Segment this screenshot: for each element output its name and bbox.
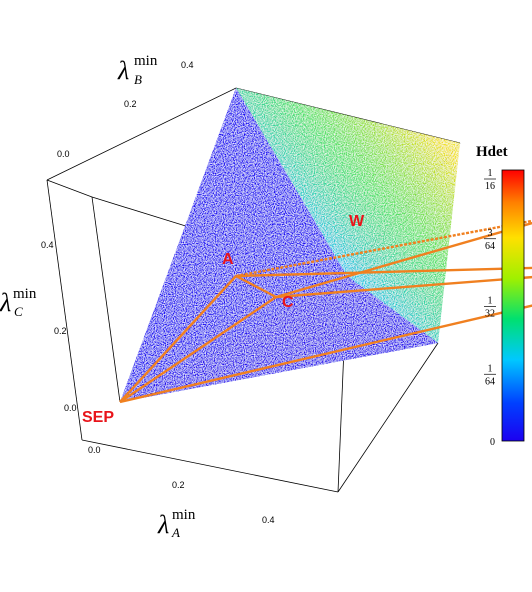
axis-label-c-sub: C xyxy=(14,304,23,319)
box-edge xyxy=(91,196,121,403)
tetrahedron-edges xyxy=(119,219,532,404)
box-edge xyxy=(46,179,83,441)
axis-label-a-sub: A xyxy=(171,525,180,540)
box-edge xyxy=(337,342,439,493)
axis-label-b-sub: B xyxy=(134,72,142,87)
axis-label-b: λ min B xyxy=(117,53,158,87)
annotation-w: W xyxy=(349,213,365,230)
tick-label-y-1: 0.2 xyxy=(124,99,137,109)
edge-a-c xyxy=(235,274,277,299)
axis-label-b-lambda: λ xyxy=(117,56,129,85)
axis-label-a-lambda: λ xyxy=(157,510,169,539)
box-edge xyxy=(46,179,93,198)
tick-label-x-1: 0.2 xyxy=(172,480,185,490)
cloud-face-w xyxy=(236,88,460,343)
edge-sep-a xyxy=(119,275,237,403)
colorbar-tick-0: 0 xyxy=(490,437,495,448)
colorbar-tick-den-1: 64 xyxy=(485,376,495,387)
edge-sep-b xyxy=(119,304,532,404)
tick-label-z-0: 0.0 xyxy=(64,403,77,413)
axis-label-a: λ min A xyxy=(157,507,196,540)
colorbar-title: Hdet xyxy=(476,144,508,160)
axis-label-c-sup: min xyxy=(13,286,37,302)
vertex-label-a: A xyxy=(222,251,234,268)
tick-label-z-2: 0.4 xyxy=(41,240,54,250)
axis-label-c-lambda: λ xyxy=(0,288,11,317)
box-edge xyxy=(81,439,339,493)
tick-label-y-2: 0.4 xyxy=(181,60,194,70)
colorbar-tick-den-4: 16 xyxy=(485,181,495,192)
axis-label-c: λ min C xyxy=(0,286,37,319)
axis-label-b-sup: min xyxy=(134,53,158,69)
colorbar-tick-num-1: 1 xyxy=(488,363,493,374)
vertex-label-c: C xyxy=(282,294,294,311)
colorbar-tick-num-3: 3 xyxy=(488,228,493,239)
axis-ticks: 0.0 0.2 0.4 0.0 0.2 0.4 0.0 0.2 0.4 xyxy=(41,60,275,525)
cloud-face-lower xyxy=(120,276,438,402)
colorbar-gradient xyxy=(501,169,525,442)
edge-sep-c xyxy=(119,296,277,403)
colorbar: Hdet 0 1 64 1 32 3 64 1 16 xyxy=(476,144,525,448)
tick-label-y-0: 0.0 xyxy=(57,149,70,159)
point-cloud xyxy=(120,88,460,402)
edge-a-b xyxy=(235,266,532,278)
vertex-label-sep: SEP xyxy=(82,409,114,426)
tick-label-x-2: 0.4 xyxy=(262,515,275,525)
colorbar-ticks: 0 1 64 1 32 3 64 1 16 xyxy=(484,168,496,448)
colorbar-tick-num-2: 1 xyxy=(488,296,493,307)
tick-label-z-1: 0.2 xyxy=(54,326,67,336)
vertex-labels: SEPABCGHZ xyxy=(82,251,294,426)
edge-b-c xyxy=(275,275,532,299)
tick-label-x-0: 0.0 xyxy=(88,445,101,455)
colorbar-tick-num-4: 1 xyxy=(488,168,493,179)
axis-label-a-sup: min xyxy=(172,507,196,523)
colorbar-tick-den-2: 32 xyxy=(485,309,495,320)
colorbar-tick-den-3: 64 xyxy=(485,241,495,252)
